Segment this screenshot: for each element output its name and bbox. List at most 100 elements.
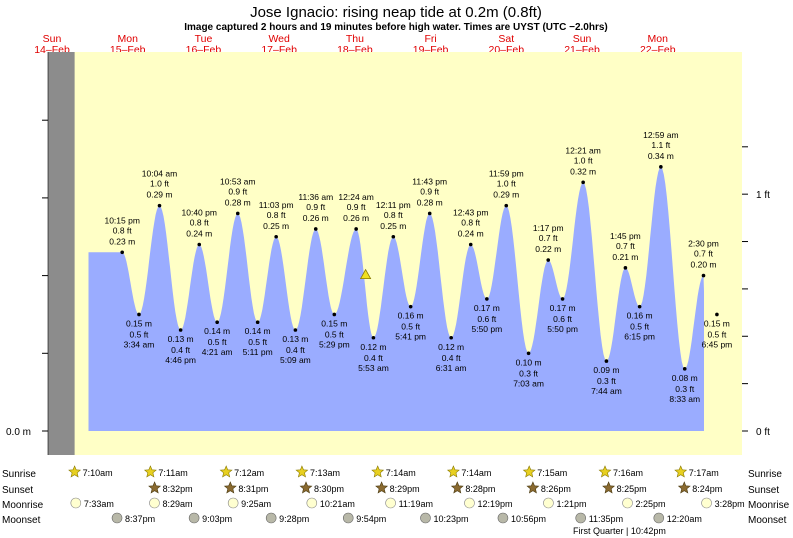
high-tide-time: 12:21 am	[565, 145, 600, 155]
low-tide-meters: 0.16 m	[398, 311, 424, 321]
low-tide-meters: 0.13 m	[282, 334, 308, 344]
high-tide-dot	[274, 234, 278, 239]
sunset-time: 8:29pm	[390, 484, 420, 494]
sunset-icon	[375, 481, 389, 494]
low-tide-dot	[293, 328, 298, 332]
high-tide-time: 12:59 am	[643, 130, 678, 140]
low-tide-meters: 0.14 m	[204, 326, 230, 336]
sunset-time: 8:24pm	[692, 484, 722, 494]
low-tide-dot	[637, 304, 642, 309]
high-tide-time: 10:04 am	[142, 169, 177, 179]
low-tide-dot	[137, 312, 141, 317]
sunrise-icon	[371, 465, 385, 478]
moonset-time: 12:20am	[667, 514, 702, 524]
sunset-time: 8:26pm	[541, 484, 571, 494]
moonrise-icon	[385, 497, 396, 509]
sunrise-icon	[219, 465, 233, 478]
low-tide-dot	[485, 297, 489, 301]
low-tide-meters: 0.17 m	[474, 303, 500, 313]
high-tide-time: 11:36 am	[298, 192, 333, 202]
low-tide-dot	[178, 328, 183, 332]
moonset-time: 10:23pm	[433, 514, 468, 524]
high-tide-dot	[120, 250, 124, 255]
sunset-icon	[602, 481, 616, 494]
high-tide-meters: 0.23 m	[109, 236, 135, 246]
high-tide-meters: 0.21 m	[612, 252, 638, 262]
low-tide-dot	[332, 312, 337, 317]
high-tide-meters: 0.32 m	[570, 166, 596, 176]
sunset-row-label-right: Sunset	[748, 485, 779, 496]
low-tide-feet: 0.5 ft	[401, 322, 421, 332]
moonset-icon	[342, 512, 354, 524]
moonrise-icon	[306, 497, 318, 509]
high-tide-feet: 1.0 ft	[150, 179, 170, 189]
high-tide-time: 10:40 pm	[182, 208, 217, 218]
moonrise-icon	[701, 497, 712, 509]
high-tide-meters: 0.28 m	[225, 197, 251, 207]
high-tide-time: 12:24 am	[338, 192, 373, 202]
low-tide-time: 5:11 pm	[243, 347, 273, 357]
high-tide-feet: 0.9 ft	[347, 202, 367, 212]
moonrise-time: 9:25am	[241, 499, 271, 509]
moonrise-time: 12:19pm	[477, 499, 512, 509]
sunrise-icon	[295, 465, 309, 478]
high-tide-meters: 0.29 m	[146, 190, 172, 200]
moonset-icon	[188, 512, 200, 524]
high-tide-feet: 0.9 ft	[306, 202, 326, 212]
low-tide-meters: 0.13 m	[168, 334, 194, 344]
high-tide-feet: 0.9 ft	[420, 186, 440, 196]
sunrise-time: 7:16am	[613, 468, 643, 478]
moonrise-icon	[543, 497, 554, 509]
chart-subtitle: Image captured 2 hours and 19 minutes be…	[184, 22, 608, 33]
low-tide-time: 8:33 am	[669, 394, 700, 404]
sunrise-time: 7:14am	[461, 468, 491, 478]
sunrise-time: 7:10am	[83, 468, 113, 478]
high-tide-feet: 0.7 ft	[616, 241, 636, 251]
moonrise-icon	[149, 497, 160, 509]
low-tide-dot	[371, 335, 376, 340]
high-tide-feet: 0.8 ft	[190, 218, 210, 228]
low-tide-meters: 0.14 m	[245, 326, 271, 336]
low-tide-meters: 0.16 m	[627, 311, 653, 321]
moonrise-time: 10:21am	[320, 499, 355, 509]
sunset-time: 8:28pm	[465, 484, 495, 494]
low-tide-feet: 0.5 ft	[248, 337, 268, 347]
high-tide-dot	[197, 242, 202, 247]
tide-curve	[88, 166, 704, 432]
low-tide-meters: 0.10 m	[516, 357, 542, 367]
right-axis-label: 0 ft	[756, 427, 770, 438]
low-tide-time: 4:21 am	[202, 347, 233, 357]
moonset-icon	[575, 512, 587, 524]
high-tide-feet: 0.8 ft	[113, 225, 133, 235]
moonset-time: 9:03pm	[202, 514, 232, 524]
day-name-label: Fri	[424, 33, 436, 45]
high-tide-meters: 0.26 m	[343, 213, 369, 223]
sunrise-time: 7:12am	[234, 468, 264, 478]
low-tide-feet: 0.6 ft	[477, 314, 497, 324]
moonset-icon	[497, 512, 509, 524]
low-tide-time: 5:50 pm	[547, 324, 578, 334]
low-tide-feet: 0.3 ft	[519, 368, 539, 378]
high-tide-time: 11:03 pm	[259, 200, 294, 210]
high-tide-dot	[504, 203, 509, 208]
moonrise-icon	[227, 497, 239, 509]
moonrise-time: 2:25pm	[636, 499, 666, 509]
low-tide-time: 4:46 pm	[165, 355, 196, 365]
low-tide-time: 5:29 pm	[319, 339, 350, 349]
moonrise-time: 11:19am	[399, 499, 433, 509]
low-tide-feet: 0.4 ft	[171, 345, 191, 355]
high-tide-meters: 0.26 m	[303, 213, 329, 223]
day-name-label: Sun	[43, 33, 62, 45]
low-tide-meters: 0.08 m	[672, 373, 698, 383]
high-tide-meters: 0.28 m	[417, 197, 443, 207]
low-tide-time: 6:31 am	[436, 363, 467, 373]
high-tide-dot	[623, 266, 628, 270]
moonrise-time: 3:28pm	[715, 499, 745, 509]
low-tide-feet: 0.3 ft	[597, 376, 617, 386]
high-tide-meters: 0.24 m	[458, 229, 484, 239]
low-tide-dot	[560, 297, 565, 301]
day-name-label: Tue	[195, 33, 213, 45]
low-tide-time: 5:09 am	[280, 355, 311, 365]
low-tide-dot	[604, 359, 609, 363]
